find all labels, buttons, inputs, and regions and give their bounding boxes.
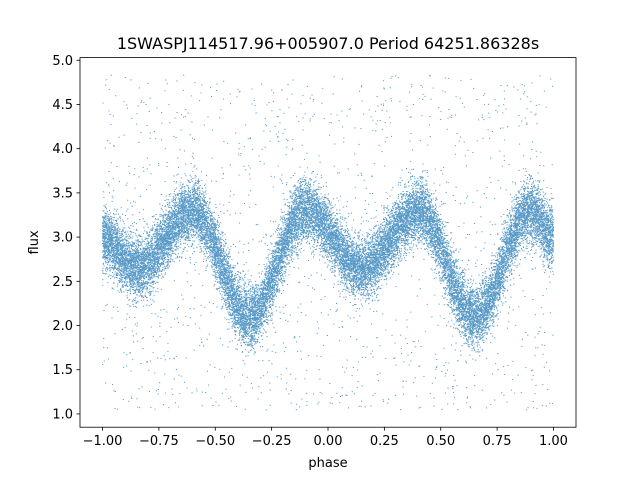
- y-tick-label: 3.0: [52, 231, 73, 246]
- x-tick-label: 0.25: [370, 434, 399, 449]
- y-axis-label: flux: [27, 230, 42, 254]
- x-tick-label: −1.00: [83, 434, 123, 449]
- y-tick-label: 2.5: [52, 275, 73, 290]
- y-axis: 1.0 1.5 2.0 2.5 3.0 3.5 4.0 4.5 5.0: [52, 54, 80, 422]
- chart-title: 1SWASPJ114517.96+005907.0 Period 64251.8…: [117, 34, 539, 53]
- x-axis: −1.00 −0.75 −0.50 −0.25 0.00 0.25 0.50 0.75 1.00: [83, 427, 568, 449]
- y-tick-label: 4.0: [52, 142, 73, 157]
- y-tick-label: 1.0: [52, 407, 73, 422]
- x-tick-label: 1.00: [539, 434, 568, 449]
- x-tick-label: 0.75: [483, 434, 512, 449]
- y-tick-label: 3.5: [52, 186, 73, 201]
- y-tick-label: 5.0: [52, 54, 73, 69]
- y-tick-label: 1.5: [52, 363, 73, 378]
- x-tick-label: 0.50: [426, 434, 455, 449]
- x-tick-label: −0.50: [195, 434, 235, 449]
- x-axis-label: phase: [308, 456, 347, 471]
- y-tick-label: 4.5: [52, 98, 73, 113]
- y-tick-label: 2.0: [52, 319, 73, 334]
- x-tick-label: 0.00: [314, 434, 343, 449]
- x-tick-label: −0.75: [139, 434, 179, 449]
- x-tick-label: −0.25: [252, 434, 292, 449]
